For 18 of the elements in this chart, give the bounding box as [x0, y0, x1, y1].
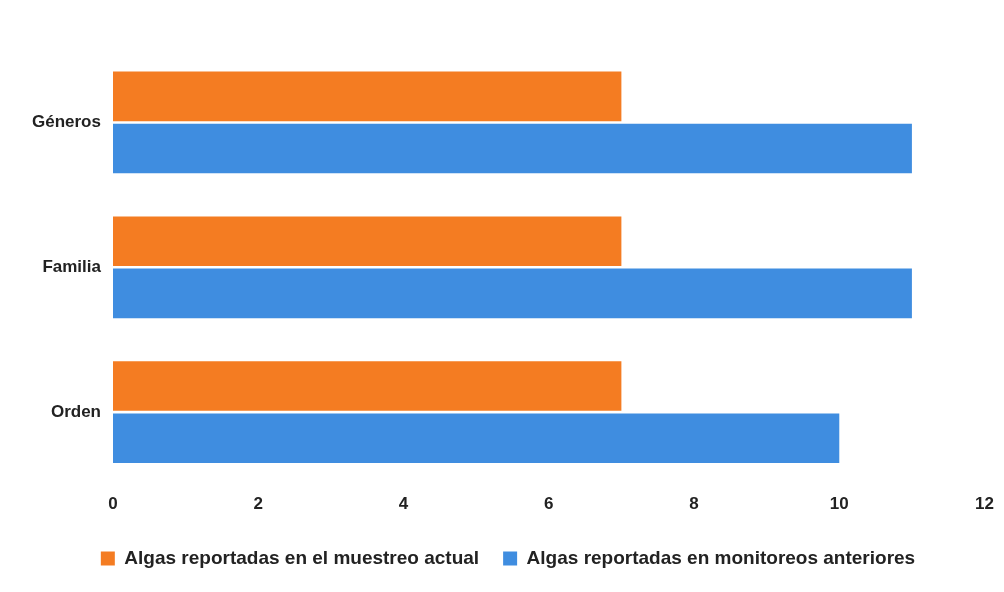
x-tick-label: 8 — [689, 494, 699, 514]
x-tick-label: 2 — [253, 494, 263, 514]
y-tick-label: Orden — [50, 401, 101, 421]
y-tick-label: Géneros — [31, 112, 101, 132]
legend-label: Algas reportadas en monitoreos anteriores — [526, 546, 916, 568]
legend-label: Algas reportadas en el muestreo actual — [124, 546, 480, 568]
bar — [112, 413, 840, 464]
bar — [112, 123, 912, 174]
x-tick-label: 10 — [829, 494, 849, 514]
bar — [112, 216, 622, 266]
bar — [112, 71, 622, 122]
bar — [112, 268, 912, 319]
x-tick-label: 12 — [975, 494, 995, 514]
x-tick-label: 0 — [108, 494, 118, 514]
x-tick-label: 4 — [398, 494, 409, 514]
bar — [112, 361, 622, 411]
x-tick-label: 6 — [544, 494, 554, 514]
y-tick-label: Familia — [42, 256, 102, 276]
